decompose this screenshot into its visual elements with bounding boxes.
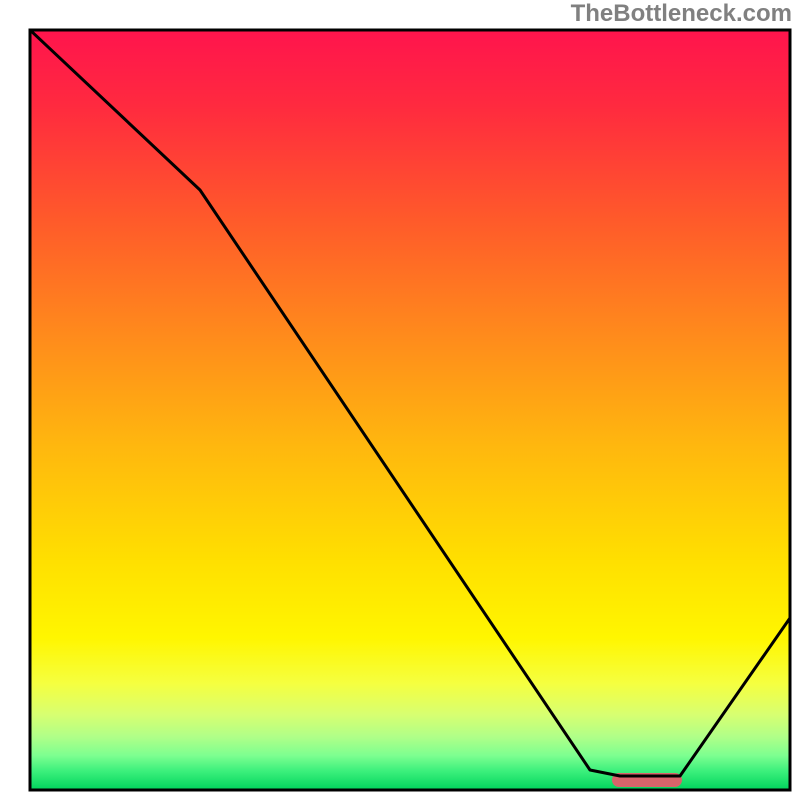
chart-root: TheBottleneck.com: [0, 0, 800, 800]
plot-gradient-rect: [30, 30, 790, 790]
chart-svg: [0, 0, 800, 800]
